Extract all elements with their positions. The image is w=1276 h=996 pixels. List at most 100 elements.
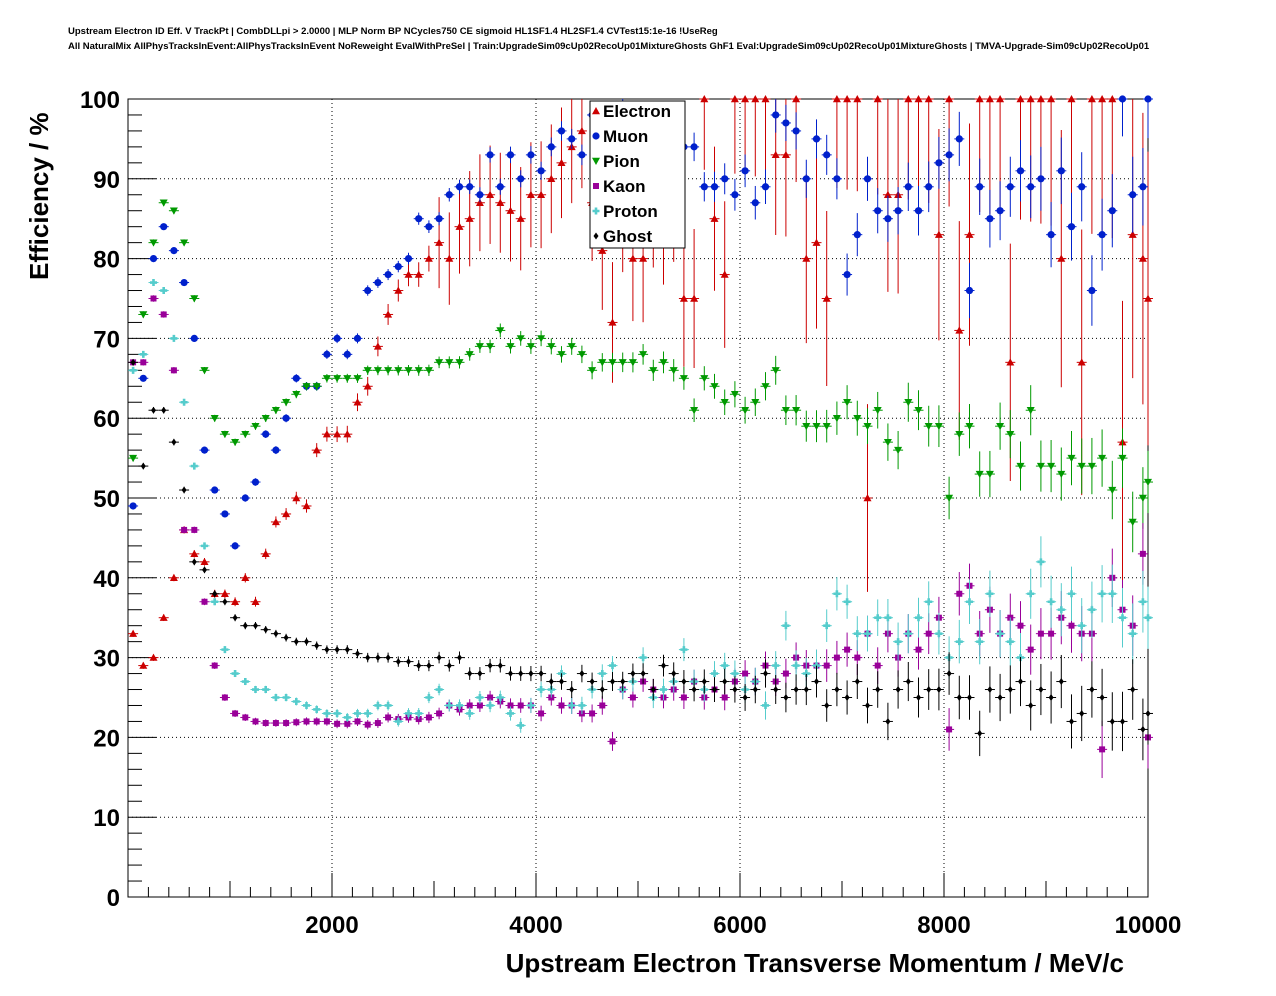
- data-point: [904, 183, 912, 191]
- data-point: [202, 566, 207, 574]
- data-point: [506, 206, 515, 214]
- data-point: [792, 407, 801, 415]
- data-point: [169, 573, 178, 581]
- data-point: [935, 630, 943, 638]
- data-point: [720, 399, 729, 407]
- data-point: [170, 247, 178, 255]
- data-point: [925, 598, 933, 606]
- data-point: [475, 343, 484, 351]
- data-point: [965, 286, 974, 295]
- data-point: [537, 686, 545, 694]
- data-point: [395, 658, 401, 666]
- data-point: [925, 630, 932, 637]
- legend-marker-electron: [592, 107, 600, 115]
- data-point: [1098, 231, 1106, 239]
- data-point: [1139, 183, 1147, 191]
- data-point: [302, 383, 311, 391]
- data-point: [1036, 95, 1045, 103]
- data-point: [262, 686, 270, 694]
- data-point: [924, 422, 933, 431]
- data-point: [1006, 358, 1015, 366]
- data-point: [996, 422, 1005, 431]
- data-point: [547, 343, 556, 351]
- data-point: [313, 718, 320, 725]
- data-point: [824, 701, 830, 709]
- data-point: [232, 710, 239, 717]
- data-point: [1037, 175, 1045, 183]
- data-point: [732, 686, 738, 694]
- data-point: [844, 646, 851, 653]
- data-point: [1047, 462, 1056, 471]
- data-point: [915, 646, 922, 653]
- data-point: [965, 230, 974, 238]
- data-point: [1006, 638, 1014, 646]
- data-point: [629, 694, 636, 701]
- data-point: [833, 175, 841, 183]
- data-point: [516, 335, 525, 343]
- data-point: [558, 702, 565, 709]
- data-point: [486, 343, 495, 351]
- data-point: [721, 694, 728, 701]
- data-point: [487, 662, 493, 670]
- data-point: [169, 207, 178, 215]
- data-point: [1108, 486, 1117, 495]
- data-point: [271, 407, 280, 415]
- data-point: [935, 159, 943, 167]
- data-point: [659, 359, 668, 367]
- data-point: [374, 278, 382, 287]
- data-point: [832, 95, 841, 103]
- data-point: [497, 662, 503, 670]
- data-point: [773, 686, 779, 694]
- data-point: [598, 246, 607, 254]
- data-point: [486, 151, 494, 159]
- data-point: [333, 430, 342, 438]
- data-point: [425, 223, 433, 231]
- data-point: [904, 630, 912, 638]
- data-point: [394, 717, 402, 725]
- data-point: [190, 334, 198, 342]
- data-point: [802, 175, 810, 183]
- data-point: [1087, 95, 1096, 103]
- data-point: [191, 558, 197, 566]
- data-point: [302, 501, 311, 510]
- data-point: [517, 175, 525, 183]
- data-point: [292, 374, 300, 382]
- data-point: [384, 310, 393, 318]
- series-ghost: [128, 358, 1153, 761]
- data-point: [537, 190, 546, 198]
- data-point: [567, 343, 576, 351]
- data-point: [415, 716, 422, 723]
- data-point: [1057, 470, 1066, 479]
- data-point: [161, 406, 167, 414]
- data-point: [751, 399, 760, 407]
- data-point: [884, 215, 892, 223]
- data-point: [496, 198, 505, 206]
- data-point: [457, 654, 462, 662]
- y-tick-label: 60: [93, 406, 120, 433]
- data-point: [232, 614, 238, 622]
- y-tick-label: 0: [107, 885, 120, 912]
- data-point: [1087, 462, 1096, 471]
- data-point: [231, 597, 240, 605]
- data-point: [506, 343, 515, 351]
- data-point: [416, 662, 422, 670]
- data-point: [181, 526, 188, 533]
- data-point: [526, 190, 535, 198]
- data-point: [1138, 494, 1147, 502]
- data-point: [680, 694, 687, 701]
- data-point: [997, 694, 1003, 701]
- data-point: [466, 709, 474, 717]
- data-point: [508, 670, 513, 678]
- data-point: [241, 430, 250, 439]
- data-point: [956, 590, 963, 597]
- data-point: [691, 686, 697, 694]
- data-point: [384, 270, 392, 279]
- data-point: [353, 334, 362, 342]
- data-point: [1016, 462, 1025, 471]
- data-point: [711, 670, 718, 678]
- data-point: [977, 729, 983, 737]
- data-point: [231, 542, 239, 550]
- data-point: [955, 326, 964, 334]
- data-point: [1007, 686, 1013, 694]
- data-point: [221, 510, 229, 518]
